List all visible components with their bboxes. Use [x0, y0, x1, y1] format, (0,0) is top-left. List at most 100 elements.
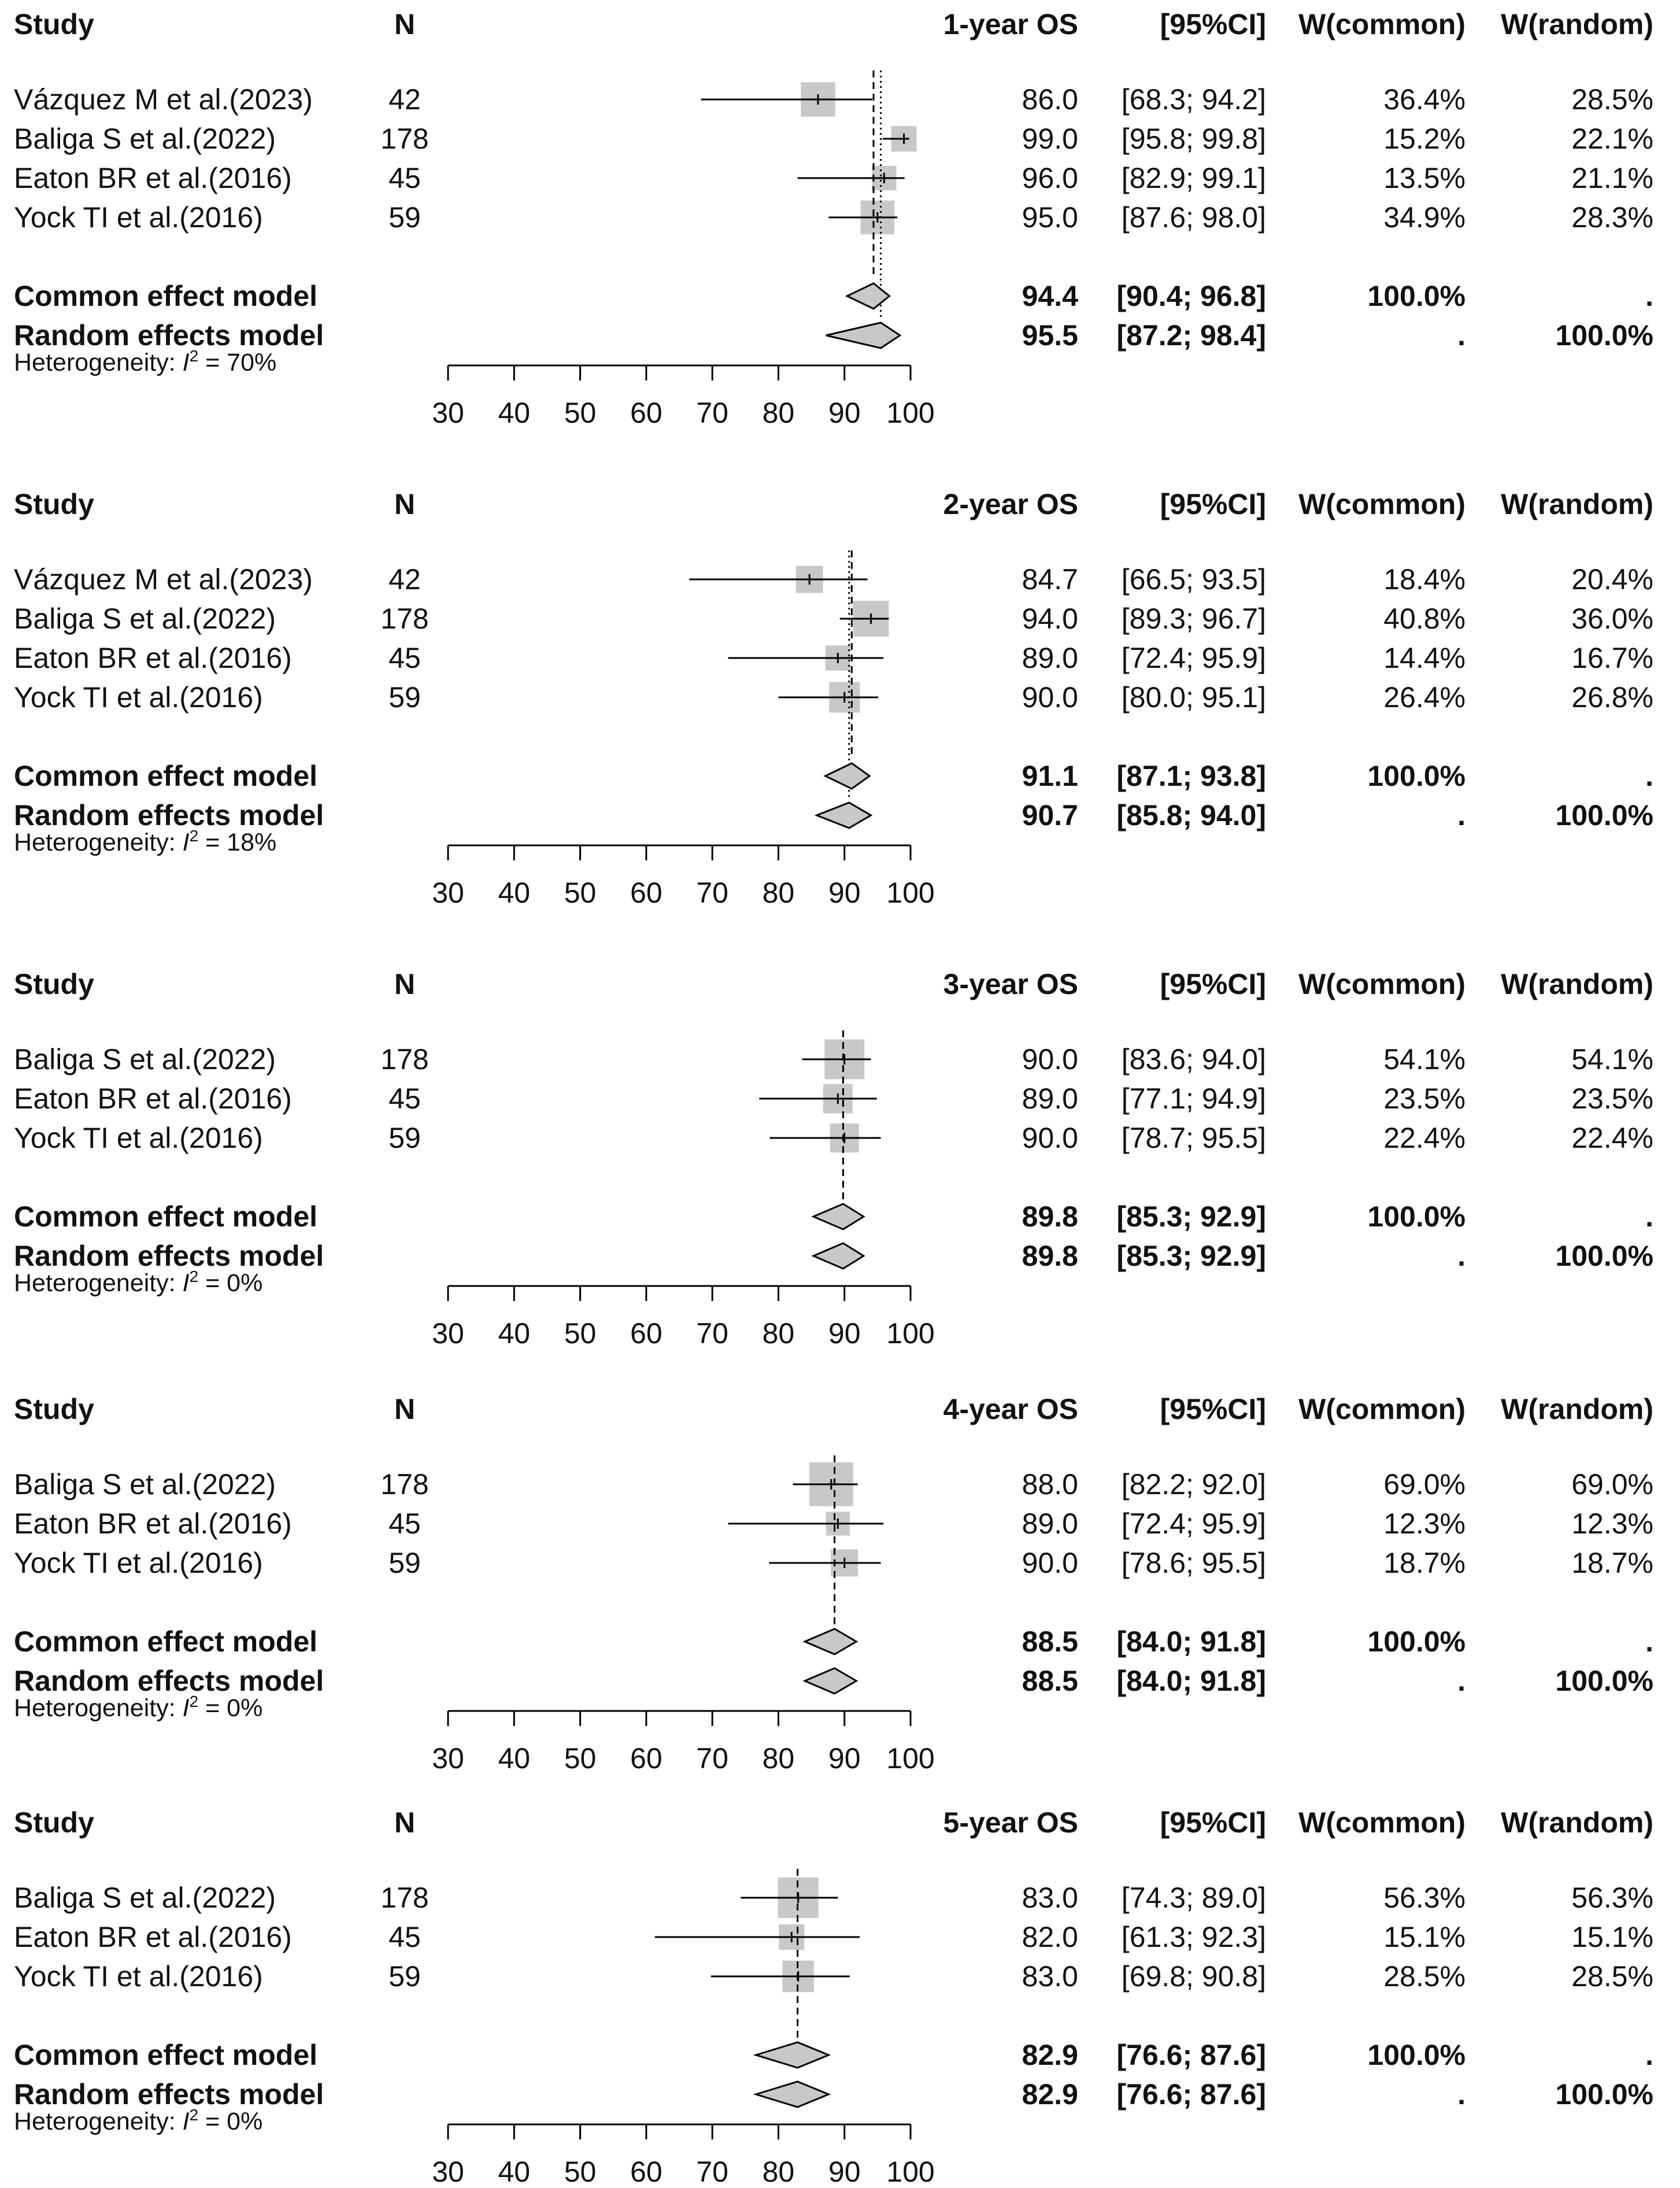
study-weight-random: 15.1% — [1571, 1921, 1653, 1953]
study-n: 59 — [388, 1122, 421, 1154]
study-estimate: 82.0 — [1022, 1921, 1078, 1953]
study-n: 45 — [388, 642, 421, 674]
random-model-estimate: 95.5 — [1022, 319, 1078, 352]
random-model-weight-common: . — [1457, 1665, 1466, 1697]
x-tick-label: 50 — [564, 1317, 597, 1350]
common-model-estimate: 89.8 — [1022, 1200, 1078, 1233]
study-weight-common: 15.1% — [1383, 1921, 1466, 1953]
x-tick-label: 50 — [564, 397, 597, 429]
header-weight-common: W(common) — [1298, 1393, 1466, 1425]
header-weight-random: W(random) — [1501, 1806, 1653, 1839]
common-model-diamond — [845, 282, 891, 310]
study-weight-common: 69.0% — [1383, 1468, 1466, 1500]
random-model-label: Random effects model — [14, 2078, 324, 2111]
x-tick-label: 80 — [762, 1742, 795, 1775]
heterogeneity-sup: 2 — [189, 347, 199, 365]
study-weight-random: 54.1% — [1571, 1043, 1653, 1075]
common-model-label: Common effect model — [14, 2039, 318, 2071]
header-weight-random: W(random) — [1501, 488, 1653, 520]
study-n: 178 — [380, 603, 429, 635]
study-weight-random: 23.5% — [1571, 1082, 1653, 1115]
heterogeneity-i: I — [182, 829, 190, 856]
study-weight-common: 13.5% — [1383, 162, 1466, 194]
random-model-weight-common: . — [1457, 2078, 1466, 2111]
x-tick-label: 90 — [828, 877, 861, 909]
heterogeneity-i: I — [182, 1269, 190, 1297]
study-weight-common: 54.1% — [1383, 1043, 1466, 1075]
forest-panel-4: Study N 4-year OS [95%CI] W(common) W(random)… — [0, 1385, 1680, 1790]
common-model-diamond — [802, 1628, 858, 1655]
x-tick-label: 30 — [432, 877, 464, 909]
heterogeneity-i: I — [182, 2108, 190, 2135]
common-model-weight-common: 100.0% — [1367, 760, 1466, 792]
study-weight-common: 26.4% — [1383, 681, 1466, 714]
study-name: Yock TI et al.(2016) — [14, 681, 263, 714]
common-model-ci: [76.6; 87.6] — [1116, 2039, 1266, 2071]
study-weight-random: 28.3% — [1571, 201, 1653, 234]
study-name: Vázquez M et al.(2023) — [14, 563, 313, 596]
x-tick-label: 40 — [498, 2156, 531, 2188]
common-model-weight-common: 100.0% — [1367, 1625, 1466, 1658]
common-model-label: Common effect model — [14, 280, 318, 312]
random-model-label: Random effects model — [14, 799, 324, 831]
study-weight-common: 23.5% — [1383, 1082, 1466, 1115]
x-tick-label: 60 — [630, 1742, 663, 1775]
study-n: 59 — [388, 681, 421, 714]
study-name: Eaton BR et al.(2016) — [14, 1921, 292, 1953]
study-name: Eaton BR et al.(2016) — [14, 162, 292, 194]
x-tick-label: 70 — [696, 877, 728, 909]
study-estimate: 86.0 — [1022, 83, 1078, 116]
study-name: Vázquez M et al.(2023) — [14, 83, 313, 116]
x-tick-label: 70 — [696, 1317, 728, 1350]
random-model-ci: [87.2; 98.4] — [1116, 319, 1266, 352]
study-estimate: 88.0 — [1022, 1468, 1078, 1500]
common-model-weight-common: 100.0% — [1367, 280, 1466, 312]
x-tick-label: 60 — [630, 397, 663, 429]
study-name: Eaton BR et al.(2016) — [14, 1082, 292, 1115]
heterogeneity-statistic: Heterogeneity: I2 = 70% — [14, 347, 276, 375]
heterogeneity-statistic: Heterogeneity: I2 = 0% — [14, 1694, 262, 1721]
study-name: Yock TI et al.(2016) — [14, 1122, 263, 1154]
study-weight-random: 36.0% — [1571, 603, 1653, 635]
common-model-label: Common effect model — [14, 760, 318, 792]
header-outcome: 1-year OS — [943, 8, 1078, 40]
header-weight-random: W(random) — [1501, 968, 1653, 1000]
study-weight-random: 56.3% — [1571, 1882, 1653, 1914]
heterogeneity-prefix: Heterogeneity: — [14, 829, 183, 856]
common-model-label: Common effect model — [14, 1200, 318, 1233]
header-weight-common: W(common) — [1298, 968, 1466, 1000]
study-ci: [82.2; 92.0] — [1121, 1468, 1266, 1500]
header-study: Study — [14, 8, 94, 40]
study-ci: [61.3; 92.3] — [1121, 1921, 1266, 1953]
header-ci: [95%CI] — [1160, 8, 1266, 40]
study-estimate: 83.0 — [1022, 1960, 1078, 1993]
common-model-estimate: 88.5 — [1022, 1625, 1078, 1658]
study-weight-random: 18.7% — [1571, 1547, 1653, 1579]
header-weight-random: W(random) — [1501, 8, 1653, 40]
study-estimate: 83.0 — [1022, 1882, 1078, 1914]
x-tick-label: 80 — [762, 877, 795, 909]
header-outcome: 3-year OS — [943, 968, 1078, 1000]
common-model-ci: [84.0; 91.8] — [1116, 1625, 1266, 1658]
common-model-estimate: 94.4 — [1022, 280, 1078, 312]
random-model-diamond — [826, 321, 902, 349]
study-estimate: 89.0 — [1022, 1082, 1078, 1115]
header-weight-random: W(random) — [1501, 1393, 1653, 1425]
study-weight-random: 28.5% — [1571, 83, 1653, 116]
x-tick-label: 60 — [630, 1317, 663, 1350]
study-weight-common: 22.4% — [1383, 1122, 1466, 1154]
header-study: Study — [14, 1806, 94, 1839]
header-n: N — [394, 968, 416, 1000]
common-model-label: Common effect model — [14, 1625, 318, 1658]
study-ci: [69.8; 90.8] — [1121, 1960, 1266, 1993]
header-n: N — [394, 1806, 416, 1839]
forest-plot-svg — [447, 1030, 912, 1301]
x-tick-label: 100 — [886, 2156, 935, 2188]
heterogeneity-statistic: Heterogeneity: I2 = 0% — [14, 1269, 262, 1297]
common-model-ci: [90.4; 96.8] — [1116, 280, 1266, 312]
x-tick-label: 40 — [498, 1742, 531, 1775]
random-model-label: Random effects model — [14, 1240, 324, 1272]
header-n: N — [394, 488, 416, 520]
random-model-weight-random: 100.0% — [1555, 1665, 1653, 1697]
